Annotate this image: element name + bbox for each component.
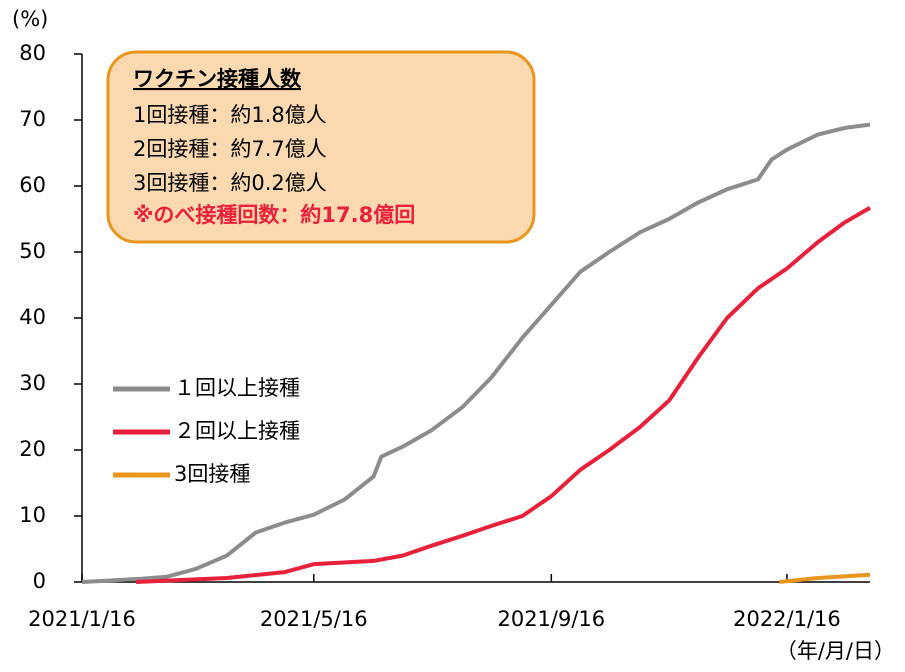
y-tick-label: 10: [19, 503, 46, 527]
y-tick-label: 50: [19, 239, 46, 263]
y-tick-label: 30: [19, 371, 46, 395]
series-line: [81, 122, 871, 584]
legend-label: 3回接種: [174, 462, 250, 486]
annotation-title: ワクチン接種人数: [133, 67, 302, 91]
x-tick-label: 2022/1/16: [733, 607, 841, 631]
legend-label: ２回以上接種: [174, 419, 300, 443]
x-axis-label: （年/月/日）: [776, 639, 895, 663]
x-tick-label: 2021/5/16: [260, 607, 368, 631]
legend-label: １回以上接種: [174, 376, 300, 400]
y-axis-label: (%): [12, 7, 48, 31]
annotation-line: 1回接種：約1.8億人: [133, 103, 327, 127]
annotation-line: 3回接種：約0.2億人: [133, 171, 327, 195]
series-line: [135, 206, 872, 584]
y-tick-label: 70: [19, 107, 46, 131]
annotation-box: [106, 50, 536, 244]
x-tick-label: 2021/9/16: [497, 607, 605, 631]
series-line: [779, 572, 871, 584]
annotation-highlight: ※のべ接種回数：約17.8億回: [133, 203, 415, 227]
y-tick-label: 20: [19, 437, 46, 461]
y-tick-label: 80: [19, 41, 46, 65]
annotation-line: 2回接種：約7.7億人: [133, 137, 327, 161]
y-tick-label: 60: [19, 173, 46, 197]
x-tick-label: 2021/1/16: [28, 607, 136, 631]
y-tick-label: 0: [33, 569, 46, 593]
y-tick-label: 40: [19, 305, 46, 329]
